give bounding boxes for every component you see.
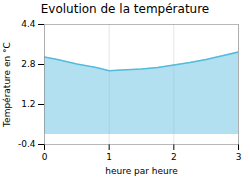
- svg-text:0: 0: [42, 152, 48, 162]
- svg-text:heure par heure: heure par heure: [105, 166, 178, 176]
- svg-text:1: 1: [106, 152, 112, 162]
- svg-text:3: 3: [236, 152, 242, 162]
- svg-text:2.8: 2.8: [21, 59, 36, 69]
- svg-text:Température en °C: Température en °C: [2, 42, 12, 128]
- html-text:Evolution de la température: Evolution de la température: [40, 2, 210, 16]
- svg-text:4.4: 4.4: [21, 19, 36, 29]
- svg-text:-0.4: -0.4: [18, 139, 36, 149]
- svg-text:1.2: 1.2: [21, 99, 35, 109]
- svg-text:2: 2: [171, 152, 177, 162]
